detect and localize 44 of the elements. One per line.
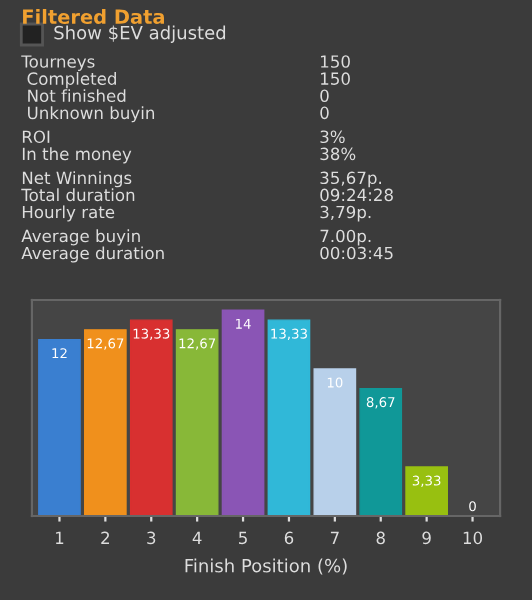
text: 0: [320, 89, 329, 103]
text: Total duration: [21, 188, 135, 202]
text: 09:24:28: [320, 188, 393, 202]
chart-title: Filtered Data: [23, 9, 164, 25]
bar: [221, 309, 265, 516]
bar: [84, 329, 127, 516]
bar: [405, 466, 448, 516]
text: ROI: [22, 130, 50, 144]
text: Hourly rate: [22, 205, 115, 222]
text: 3,79р.: [320, 205, 371, 222]
text: 35,67р.: [320, 171, 381, 188]
text: 3%: [320, 130, 345, 144]
text: In the money: [22, 147, 132, 164]
x-tick-label: 4: [192, 531, 202, 544]
x-tick-label: 3: [147, 531, 156, 545]
x-tick-label: 1: [55, 531, 64, 544]
x-tick-label: 8: [376, 531, 385, 545]
bar: [359, 387, 403, 516]
text: Average buyin: [21, 229, 140, 246]
bar: [313, 368, 357, 516]
bar: [129, 319, 173, 516]
bar: [38, 338, 81, 516]
bar: [267, 319, 311, 516]
text: Net Winnings: [22, 171, 132, 188]
x-tick-label: 2: [101, 531, 109, 544]
x-tick-label: 10: [463, 531, 483, 545]
text: 7.00р.: [320, 229, 371, 246]
bar: [175, 329, 219, 516]
text: 150: [321, 55, 350, 68]
text: Unknown buyin: [28, 106, 155, 123]
x-tick-label: 5: [239, 531, 247, 545]
text: 00:03:45: [320, 246, 393, 260]
text: Show $EV adjusted: [54, 25, 226, 43]
text: Tourneys: [21, 55, 95, 72]
text: 150: [321, 72, 350, 85]
x-tick-label: 7: [330, 531, 339, 544]
text: Completed: [27, 72, 116, 89]
x-axis-title: Finish Position (%): [185, 558, 347, 575]
text: 38%: [320, 147, 356, 161]
x-tick-label: 6: [284, 531, 294, 545]
x-tick-label: 9: [422, 531, 431, 545]
text: Average duration: [21, 246, 164, 263]
text: 0: [320, 106, 329, 120]
text: Not finished: [28, 89, 126, 103]
